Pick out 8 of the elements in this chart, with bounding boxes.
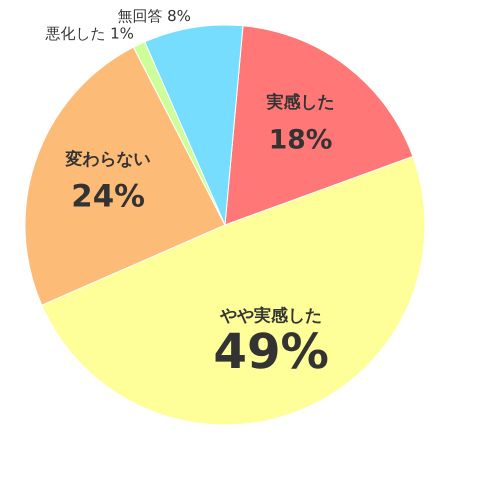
slice-label: 実感した <box>266 92 335 113</box>
data-label: 18% <box>268 124 332 156</box>
slice-label: 変わらない <box>64 149 151 170</box>
data-label: 49% <box>213 324 329 380</box>
slice-label: やや実感した <box>219 306 322 326</box>
slice-label: 無回答 8% <box>117 6 191 25</box>
slice-label: 悪化した 1% <box>44 24 134 43</box>
data-label: 24% <box>71 178 146 214</box>
